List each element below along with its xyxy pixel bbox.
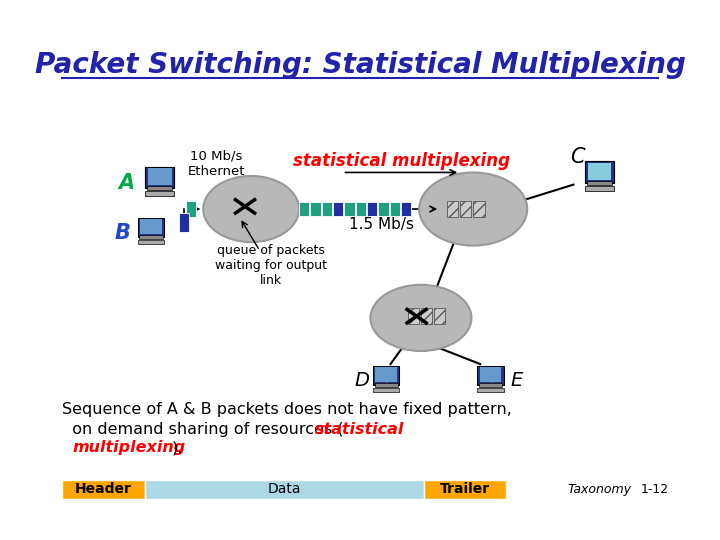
FancyBboxPatch shape <box>473 201 485 217</box>
FancyBboxPatch shape <box>480 367 501 382</box>
Text: ).: ). <box>172 440 183 455</box>
Ellipse shape <box>419 172 527 246</box>
FancyBboxPatch shape <box>585 161 614 183</box>
FancyBboxPatch shape <box>374 383 397 387</box>
FancyBboxPatch shape <box>373 388 400 392</box>
FancyBboxPatch shape <box>140 235 163 239</box>
Text: statistical: statistical <box>315 422 404 437</box>
FancyBboxPatch shape <box>587 180 612 185</box>
Text: Header: Header <box>75 483 132 496</box>
FancyBboxPatch shape <box>588 163 611 180</box>
FancyBboxPatch shape <box>447 201 459 217</box>
Text: C: C <box>570 147 585 167</box>
FancyBboxPatch shape <box>344 202 355 215</box>
Text: Taxonomy: Taxonomy <box>567 483 631 496</box>
Text: statistical multiplexing: statistical multiplexing <box>293 152 510 170</box>
Ellipse shape <box>371 285 472 351</box>
FancyBboxPatch shape <box>423 480 506 499</box>
FancyBboxPatch shape <box>378 202 389 215</box>
FancyBboxPatch shape <box>145 166 174 188</box>
FancyBboxPatch shape <box>145 191 174 196</box>
FancyBboxPatch shape <box>373 366 400 386</box>
Ellipse shape <box>203 176 299 242</box>
FancyBboxPatch shape <box>477 388 504 392</box>
Text: on demand sharing of resources (: on demand sharing of resources ( <box>62 422 343 437</box>
FancyBboxPatch shape <box>408 308 419 325</box>
FancyBboxPatch shape <box>479 383 503 387</box>
FancyBboxPatch shape <box>434 308 446 325</box>
Text: 1-12: 1-12 <box>641 483 669 496</box>
FancyBboxPatch shape <box>62 480 145 499</box>
Text: A: A <box>119 173 135 193</box>
FancyBboxPatch shape <box>140 219 162 234</box>
Text: Trailer: Trailer <box>439 483 490 496</box>
FancyBboxPatch shape <box>390 202 400 215</box>
FancyBboxPatch shape <box>322 202 332 215</box>
Text: multiplexing: multiplexing <box>73 440 186 455</box>
FancyBboxPatch shape <box>356 202 366 215</box>
FancyBboxPatch shape <box>401 202 411 215</box>
FancyBboxPatch shape <box>179 213 189 232</box>
FancyBboxPatch shape <box>477 366 504 386</box>
FancyBboxPatch shape <box>186 201 197 217</box>
Text: Packet Switching: Statistical Multiplexing: Packet Switching: Statistical Multiplexi… <box>35 51 685 79</box>
FancyBboxPatch shape <box>421 308 432 325</box>
FancyBboxPatch shape <box>310 202 321 215</box>
Text: 10 Mb/s
Ethernet: 10 Mb/s Ethernet <box>187 150 245 178</box>
FancyBboxPatch shape <box>367 202 377 215</box>
FancyBboxPatch shape <box>147 186 173 190</box>
FancyBboxPatch shape <box>138 240 164 244</box>
Text: 1.5 Mb/s: 1.5 Mb/s <box>349 217 414 232</box>
FancyBboxPatch shape <box>299 202 310 215</box>
FancyBboxPatch shape <box>138 218 164 238</box>
FancyBboxPatch shape <box>585 186 614 191</box>
Text: D: D <box>354 371 369 390</box>
Text: E: E <box>510 371 523 390</box>
Text: B: B <box>114 224 130 244</box>
Text: queue of packets
waiting for output
link: queue of packets waiting for output link <box>215 244 327 287</box>
FancyBboxPatch shape <box>145 480 423 499</box>
Text: Sequence of A & B packets does not have fixed pattern,: Sequence of A & B packets does not have … <box>62 402 512 417</box>
FancyBboxPatch shape <box>460 201 472 217</box>
FancyBboxPatch shape <box>333 202 343 215</box>
Text: Data: Data <box>267 483 301 496</box>
FancyBboxPatch shape <box>148 168 171 185</box>
FancyBboxPatch shape <box>375 367 397 382</box>
